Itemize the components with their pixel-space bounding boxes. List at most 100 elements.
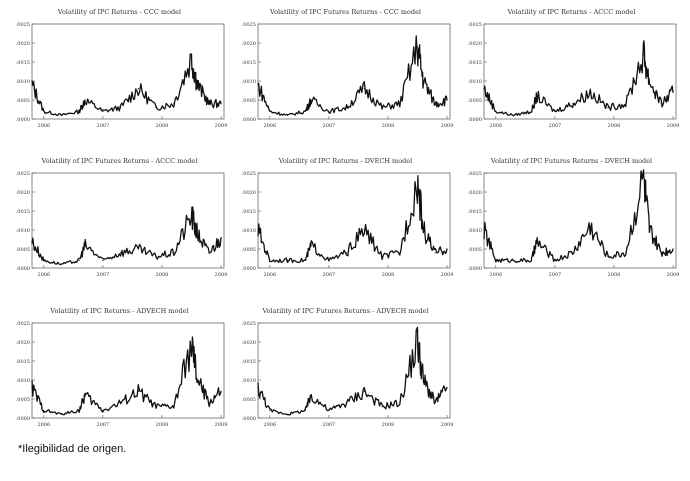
data-point	[173, 406, 175, 408]
data-point	[304, 409, 306, 411]
source-note: *Ilegibilidad de origen.	[18, 443, 127, 455]
y-tick-label: .0010	[468, 79, 482, 85]
x-tick-label: 2008	[156, 422, 169, 428]
data-point	[137, 248, 139, 250]
data-point	[286, 114, 289, 116]
chart-svg: .0000 .0005 .0010 .0015 .0020 .0025 2006 2007 20…	[242, 171, 453, 278]
y-tick-label: .0015	[16, 209, 30, 215]
y-tick-label: .0020	[242, 340, 256, 346]
y-tick-label: .0020	[468, 190, 482, 196]
y-tick-label: .0005	[16, 98, 30, 104]
y-tick-label: .0000	[242, 416, 256, 422]
x-tick-label: 2006	[489, 272, 502, 278]
chart-panel-3: Volatility of IPC Returns - ACCC model .…	[464, 8, 679, 130]
chart-title: Volatility of IPC Returns - CCC model	[57, 8, 182, 16]
data-point	[648, 80, 651, 82]
series-line	[31, 336, 222, 416]
data-point	[660, 103, 662, 105]
data-point	[554, 259, 556, 261]
data-point	[155, 107, 157, 109]
data-point	[310, 99, 312, 101]
data-point	[43, 110, 45, 112]
plot-frame	[31, 322, 225, 419]
x-tick-label: 2006	[263, 123, 276, 129]
y-tick-label: .0025	[16, 171, 30, 177]
y-tick-label: .0010	[468, 228, 482, 234]
x-tick-label: 2007	[549, 123, 562, 129]
y-tick-label: .0015	[242, 209, 256, 215]
data-point	[257, 387, 259, 389]
x-tick-label: 2009	[215, 422, 227, 428]
data-point	[536, 240, 538, 242]
y-tick-label: .0015	[16, 60, 30, 66]
data-point	[446, 248, 448, 250]
y-tick-label: .0020	[16, 190, 30, 196]
data-point	[399, 103, 401, 105]
y-tick-label: .0000	[468, 266, 482, 272]
x-tick-label: 2009	[667, 123, 679, 129]
plot-frame	[31, 172, 225, 269]
data-point	[328, 409, 330, 411]
x-tick-label: 2007	[97, 272, 110, 278]
data-point	[190, 345, 193, 347]
data-point	[642, 53, 645, 56]
data-point	[642, 176, 645, 178]
chart-title: Volatility of IPC Futures Returns - ACCC…	[41, 157, 198, 165]
chart-panel-2: Volatility of IPC Futures Returns - CCC …	[238, 8, 453, 130]
data-point	[363, 229, 365, 231]
data-point	[381, 406, 383, 408]
x-tick-label: 2009	[441, 272, 453, 278]
data-point	[328, 259, 330, 261]
data-point	[625, 103, 627, 105]
data-point	[102, 110, 104, 112]
x-tick-label: 2008	[382, 272, 395, 278]
series-line	[31, 206, 222, 266]
plot-frame	[483, 172, 677, 269]
chart-svg: .0000 .0005 .0010 .0015 .0020 .0025 2006 2007 20…	[242, 22, 453, 129]
data-point	[137, 390, 139, 392]
data-point	[257, 84, 259, 86]
x-tick-label: 2007	[97, 123, 110, 129]
data-point	[31, 84, 33, 86]
x-tick-label: 2007	[323, 422, 336, 428]
data-point	[269, 259, 271, 261]
y-tick-label: .0005	[468, 247, 482, 253]
data-point	[648, 229, 651, 231]
chart-title: Volatility of IPC Returns - ACCC model	[507, 8, 636, 16]
data-point	[625, 252, 627, 254]
x-tick-label: 2008	[156, 123, 169, 129]
chart-svg: .0000 .0005 .0010 .0015 .0020 .0025 2006 2007 20…	[16, 22, 227, 129]
data-point	[120, 252, 122, 254]
data-point	[483, 88, 485, 90]
y-tick-label: .0005	[16, 247, 30, 253]
data-point	[304, 259, 306, 261]
chart-svg: .0000 .0005 .0010 .0015 .0020 .0025 2006 2007 20…	[16, 321, 227, 428]
y-tick-label: .0025	[468, 22, 482, 28]
data-point	[286, 259, 289, 261]
x-tick-label: 2009	[215, 123, 227, 129]
data-point	[512, 114, 515, 116]
plot-frame	[257, 172, 451, 269]
y-tick-label: .0005	[242, 397, 256, 403]
data-point	[434, 252, 436, 254]
y-tick-label: .0000	[16, 266, 30, 272]
data-point	[399, 402, 401, 404]
data-point	[102, 259, 104, 261]
data-point	[120, 107, 122, 109]
chart-panel-6: Volatility of IPC Futures Returns - DVEC…	[464, 157, 679, 279]
chart-svg: .0000 .0005 .0010 .0015 .0020 .0025 2006 2007 20…	[468, 169, 679, 278]
x-tick-label: 2008	[608, 272, 621, 278]
plot-frame	[257, 23, 451, 120]
data-point	[446, 99, 448, 101]
data-point	[84, 99, 86, 101]
data-point	[672, 248, 674, 250]
y-tick-label: .0010	[242, 378, 256, 384]
y-tick-label: .0025	[242, 22, 256, 28]
data-point	[328, 110, 330, 112]
data-point	[269, 409, 271, 411]
data-point	[310, 244, 312, 246]
x-tick-label: 2006	[37, 422, 50, 428]
series-line	[257, 35, 448, 116]
chart-svg: .0000 .0005 .0010 .0015 .0020 .0025 2006 2007 20…	[242, 321, 453, 428]
y-tick-label: .0010	[242, 79, 256, 85]
